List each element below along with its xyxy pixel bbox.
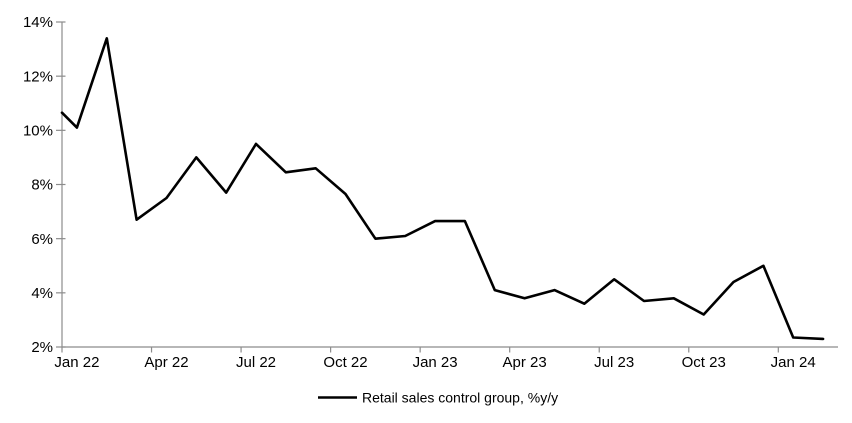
axis-tick-marks [56, 21, 779, 353]
y-tick-label: 12% [23, 68, 53, 85]
y-tick-label: 2% [31, 339, 53, 356]
x-tick-label: Apr 23 [502, 354, 546, 371]
x-tick-label: Oct 23 [682, 354, 726, 371]
series-line-retail-sales-control-group [60, 36, 825, 341]
y-tick-label: 10% [23, 123, 53, 140]
legend: Retail sales control group, %y/y [318, 390, 558, 406]
y-tick-label: 8% [31, 177, 53, 194]
x-axis: Jan 22 Apr 22 Jul 22 Oct 22 Jan 23 Apr 2… [54, 346, 838, 371]
x-tick-label: Jul 22 [236, 354, 276, 371]
y-tick-label: 4% [31, 285, 53, 302]
x-tick-label: Jan 23 [413, 354, 458, 371]
x-tick-label: Apr 22 [144, 354, 188, 371]
y-tick-label: 6% [31, 231, 53, 248]
x-tick-label: Jul 23 [594, 354, 634, 371]
x-tick-label: Jan 24 [771, 354, 816, 371]
x-tick-label: Jan 22 [54, 354, 99, 371]
legend-label: Retail sales control group, %y/y [362, 390, 558, 406]
y-tick-label: 14% [23, 14, 53, 31]
y-axis: 2% 4% 6% 8% 10% 12% 14% [23, 14, 63, 356]
x-tick-label: Oct 22 [323, 354, 367, 371]
